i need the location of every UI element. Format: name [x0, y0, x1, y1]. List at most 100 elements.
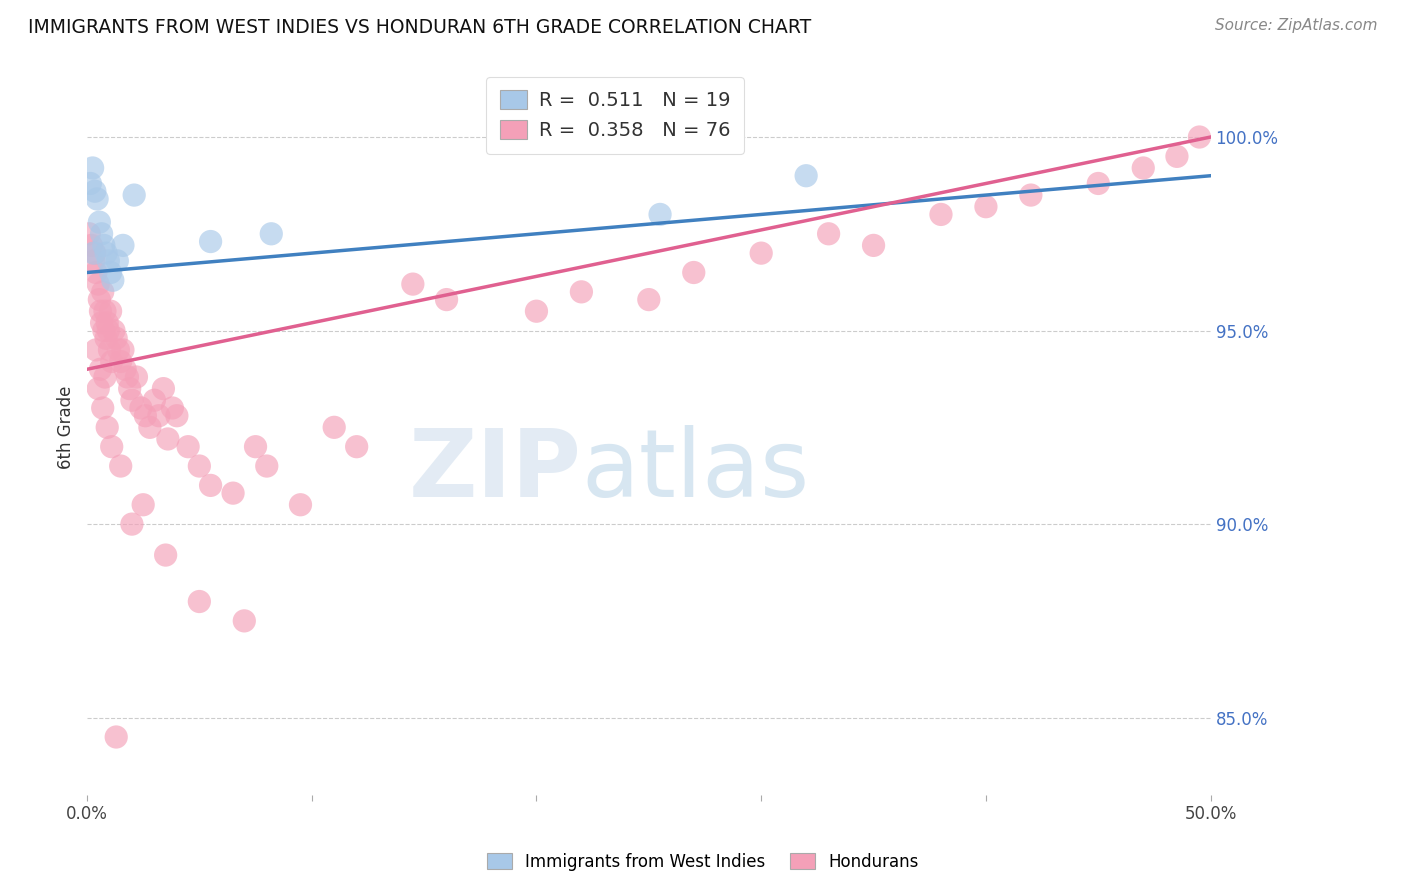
Point [152, 382, 174, 396]
Point [1188, 130, 1211, 145]
Point [1132, 161, 1154, 175]
Point [107, 343, 129, 357]
Point [100, 304, 122, 318]
Text: IMMIGRANTS FROM WEST INDIES VS HONDURAN 6TH GRADE CORRELATION CHART: IMMIGRANTS FROM WEST INDIES VS HONDURAN … [28, 18, 811, 37]
Text: ZIP: ZIP [409, 425, 582, 517]
Point [80, 238, 103, 252]
Point [571, 285, 593, 299]
Point [114, 362, 136, 376]
Point [682, 265, 704, 279]
Point [89, 304, 111, 318]
Point [83, 184, 105, 198]
Point [93, 324, 115, 338]
Point [89, 215, 111, 229]
Point [1166, 149, 1188, 163]
Point [105, 253, 128, 268]
Point [87, 382, 110, 396]
Point [749, 246, 772, 260]
Point [86, 192, 108, 206]
Point [103, 324, 125, 338]
Point [256, 458, 278, 473]
Y-axis label: 6th Grade: 6th Grade [58, 385, 75, 469]
Point [436, 293, 458, 307]
Point [89, 362, 111, 376]
Point [94, 331, 117, 345]
Point [188, 458, 211, 473]
Point [100, 440, 122, 454]
Point [110, 354, 132, 368]
Point [148, 409, 170, 423]
Point [245, 440, 267, 454]
Point [648, 207, 671, 221]
Point [89, 293, 111, 307]
Point [100, 265, 122, 279]
Text: Source: ZipAtlas.com: Source: ZipAtlas.com [1215, 18, 1378, 33]
Point [117, 370, 139, 384]
Point [87, 277, 110, 292]
Point [129, 401, 152, 415]
Point [290, 498, 312, 512]
Point [200, 235, 222, 249]
Point [402, 277, 425, 292]
Point [260, 227, 283, 241]
Point [637, 293, 659, 307]
Point [110, 458, 132, 473]
Point [79, 177, 101, 191]
Point [132, 498, 155, 512]
Point [125, 370, 148, 384]
Point [94, 304, 117, 318]
Point [98, 343, 121, 357]
Point [1087, 177, 1109, 191]
Point [83, 253, 105, 268]
Point [134, 409, 156, 423]
Point [794, 169, 817, 183]
Point [105, 331, 128, 345]
Point [323, 420, 346, 434]
Point [862, 238, 884, 252]
Point [105, 730, 128, 744]
Point [93, 238, 115, 252]
Point [222, 486, 245, 500]
Point [83, 246, 105, 260]
Point [100, 354, 122, 368]
Point [139, 420, 162, 434]
Point [94, 370, 117, 384]
Point [97, 253, 120, 268]
Point [121, 517, 143, 532]
Point [90, 227, 112, 241]
Point [82, 161, 104, 175]
Point [346, 440, 368, 454]
Point [121, 393, 143, 408]
Point [143, 393, 166, 408]
Point [83, 246, 105, 260]
Point [177, 440, 200, 454]
Point [77, 227, 100, 241]
Point [188, 594, 211, 608]
Point [200, 478, 222, 492]
Point [111, 343, 134, 357]
Point [84, 343, 107, 357]
Point [97, 324, 120, 338]
Text: atlas: atlas [582, 425, 810, 517]
Point [90, 316, 112, 330]
Point [156, 432, 179, 446]
Point [96, 420, 118, 434]
Point [91, 401, 114, 415]
Point [526, 304, 548, 318]
Point [166, 409, 188, 423]
Point [974, 200, 997, 214]
Point [155, 548, 177, 562]
Point [84, 265, 107, 279]
Point [101, 273, 124, 287]
Point [233, 614, 256, 628]
Point [96, 316, 118, 330]
Point [111, 238, 134, 252]
Point [91, 285, 114, 299]
Legend: Immigrants from West Indies, Hondurans: Immigrants from West Indies, Hondurans [478, 845, 928, 880]
Point [94, 246, 117, 260]
Point [1019, 188, 1042, 202]
Point [929, 207, 952, 221]
Point [817, 227, 839, 241]
Point [118, 382, 141, 396]
Point [122, 188, 145, 202]
